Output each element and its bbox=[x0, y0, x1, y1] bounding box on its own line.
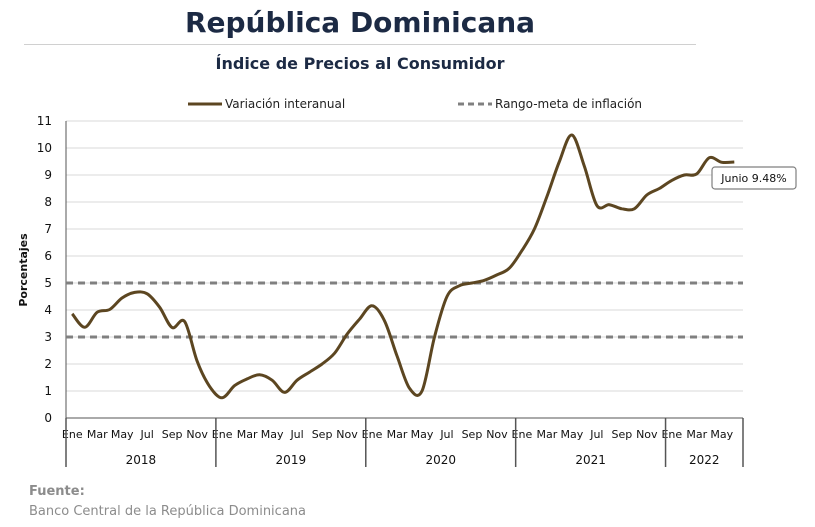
x-axis: Ene Mar May Jul Sep Nov Ene Mar May Jul Sep Nov Ene M… bbox=[62, 417, 744, 467]
x-tick-label: Jul bbox=[140, 428, 154, 441]
x-tick-label: Jul bbox=[589, 428, 603, 441]
x-tick-label: May bbox=[411, 428, 434, 441]
legend: Variación interanual Rango-meta de infla… bbox=[188, 97, 642, 111]
chart-subtitle: Índice de Precios al Consumidor bbox=[215, 54, 505, 73]
gridlines bbox=[66, 120, 743, 392]
title-divider bbox=[24, 44, 696, 45]
x-tick-label: Jul bbox=[289, 428, 303, 441]
y-tick-label: 6 bbox=[44, 249, 52, 263]
x-tick-label: Ene bbox=[512, 428, 533, 441]
year-label: 2022 bbox=[689, 453, 720, 467]
annotation-callout: Junio 9.48% bbox=[711, 166, 797, 190]
y-tick-label: 2 bbox=[44, 357, 52, 371]
year-label: 2021 bbox=[575, 453, 606, 467]
x-tick-label: May bbox=[561, 428, 584, 441]
x-tick-label: May bbox=[261, 428, 284, 441]
source-text: Banco Central de la República Dominicana bbox=[29, 504, 306, 519]
x-tick-label: Ene bbox=[212, 428, 233, 441]
x-tick-label: Mar bbox=[686, 428, 707, 441]
x-tick-label: Mar bbox=[537, 428, 558, 441]
x-tick-label: Ene bbox=[661, 428, 682, 441]
x-tick-label: Ene bbox=[62, 428, 83, 441]
year-label: 2018 bbox=[126, 453, 157, 467]
year-label: 2019 bbox=[276, 453, 307, 467]
source-label: Fuente: bbox=[29, 484, 85, 499]
x-tick-label: Mar bbox=[87, 428, 108, 441]
y-tick-label: 9 bbox=[44, 168, 52, 182]
x-tick-label: Nov bbox=[636, 428, 658, 441]
series-line-variacion-interanual bbox=[71, 133, 735, 400]
x-tick-label: Nov bbox=[486, 428, 508, 441]
legend-label-variation: Variación interanual bbox=[225, 97, 345, 111]
year-label: 2020 bbox=[425, 453, 456, 467]
y-tick-label: 5 bbox=[44, 276, 52, 290]
x-tick-label: May bbox=[710, 428, 733, 441]
y-tick-label: 3 bbox=[44, 330, 52, 344]
y-tick-label: 0 bbox=[44, 411, 52, 425]
x-tick-label: Ene bbox=[362, 428, 383, 441]
legend-label-target: Rango-meta de inflación bbox=[495, 97, 642, 111]
x-tick-label: Jul bbox=[439, 428, 453, 441]
x-tick-label: Nov bbox=[186, 428, 208, 441]
x-tick-label: Nov bbox=[336, 428, 358, 441]
x-tick-label: Sep bbox=[162, 428, 183, 441]
y-tick-label: 10 bbox=[37, 141, 52, 155]
cpi-line-chart: Variación interanual Rango-meta de infla… bbox=[17, 97, 797, 467]
x-tick-label: May bbox=[111, 428, 134, 441]
y-axis-label: Porcentajes bbox=[17, 233, 30, 307]
y-tick-label: 4 bbox=[44, 303, 52, 317]
y-tick-label: 7 bbox=[44, 222, 52, 236]
y-tick-label: 8 bbox=[44, 195, 52, 209]
chart-title: República Dominicana bbox=[184, 6, 536, 39]
x-tick-label: Mar bbox=[237, 428, 258, 441]
target-range-lines bbox=[66, 281, 743, 339]
y-tick-label: 1 bbox=[44, 384, 52, 398]
x-tick-label: Sep bbox=[312, 428, 333, 441]
y-axis-ticks: 0 1 2 3 4 5 6 7 8 9 10 11 bbox=[37, 114, 67, 425]
x-tick-label: Mar bbox=[387, 428, 408, 441]
x-tick-label: Sep bbox=[611, 428, 632, 441]
x-tick-label: Sep bbox=[462, 428, 483, 441]
y-tick-label: 11 bbox=[37, 114, 52, 128]
annotation-text: Junio 9.48% bbox=[720, 172, 786, 185]
